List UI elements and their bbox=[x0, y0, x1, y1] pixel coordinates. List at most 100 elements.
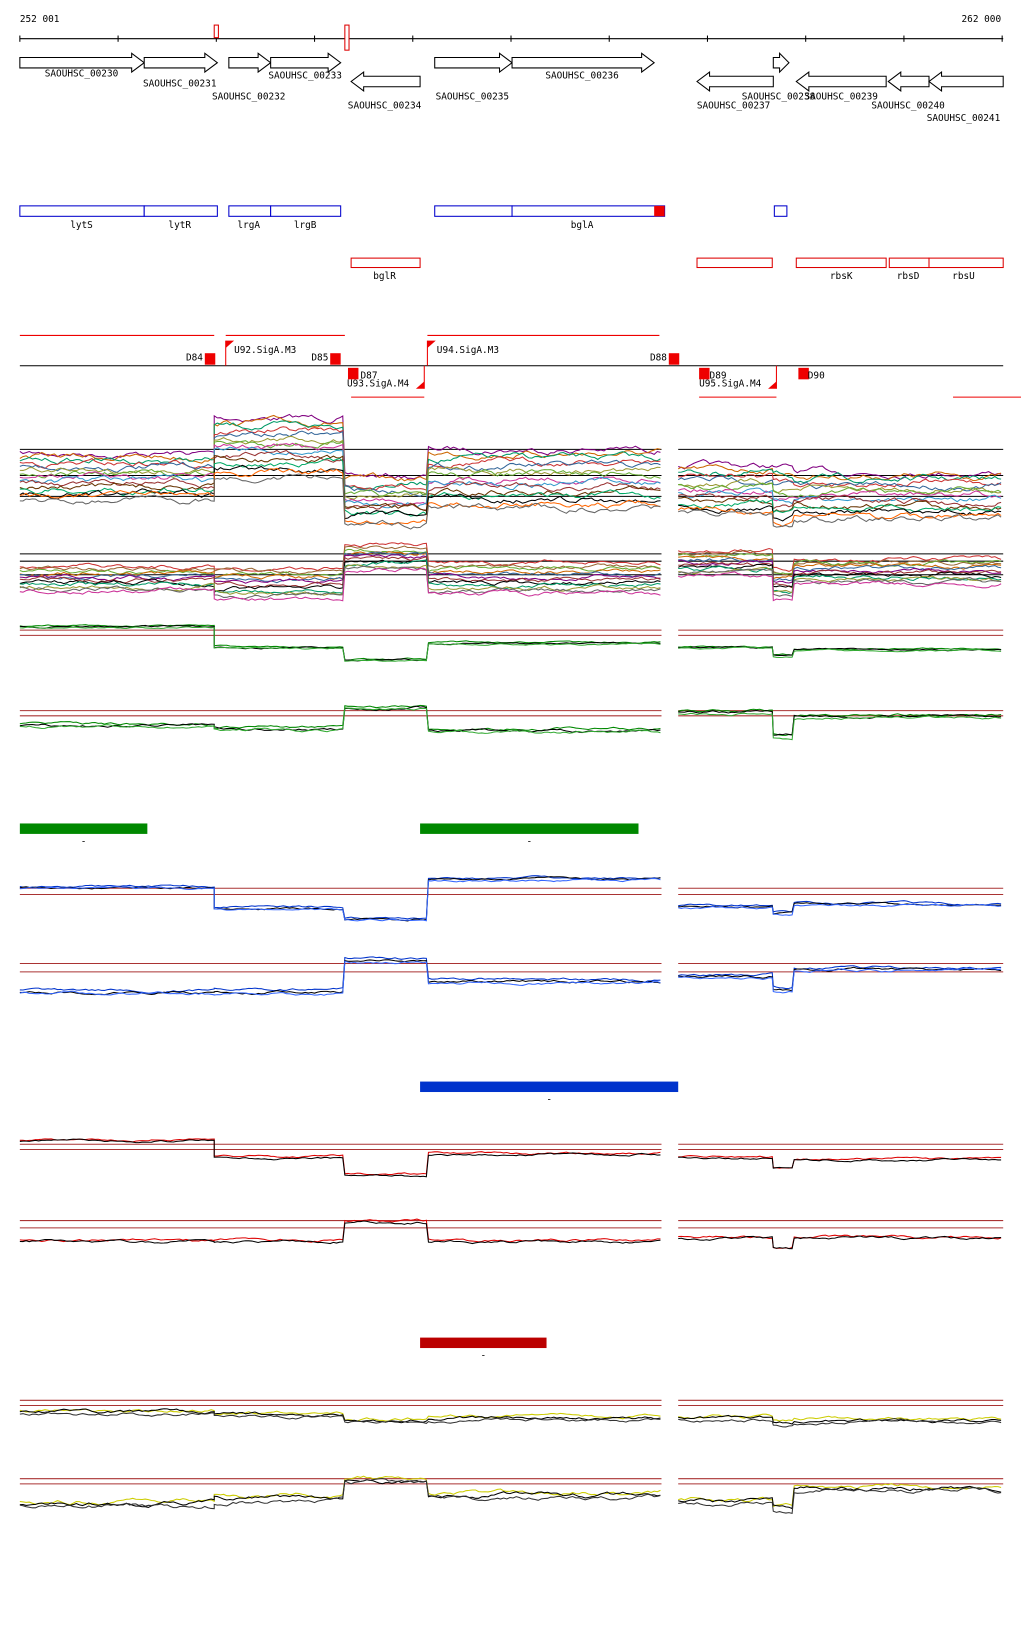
feature-box bbox=[928, 257, 1004, 269]
trace bbox=[678, 967, 1002, 994]
gene-arrow bbox=[143, 52, 219, 74]
trace bbox=[19, 559, 661, 594]
trace bbox=[19, 555, 661, 588]
gene-arrow bbox=[270, 52, 342, 74]
trace bbox=[19, 457, 661, 517]
trace bbox=[19, 1220, 661, 1245]
label: SAOUHSC_00236 bbox=[545, 70, 619, 81]
gene-arrow bbox=[511, 52, 656, 74]
trace bbox=[678, 1235, 1002, 1250]
label: rbsD bbox=[897, 271, 920, 282]
trace bbox=[19, 1475, 661, 1506]
label: 262 000 bbox=[962, 14, 1002, 25]
feature-end bbox=[654, 205, 665, 217]
trace bbox=[19, 1138, 661, 1178]
label: rbsU bbox=[952, 271, 975, 282]
trace bbox=[19, 956, 661, 994]
trace bbox=[677, 506, 1002, 528]
promoter bbox=[415, 381, 425, 389]
trace bbox=[19, 467, 661, 526]
label: lytR bbox=[168, 220, 191, 231]
terminator bbox=[204, 353, 216, 365]
feature-box bbox=[350, 257, 421, 269]
promoter bbox=[768, 381, 777, 389]
promoter bbox=[225, 340, 235, 348]
label: bglR bbox=[373, 271, 396, 282]
label: SAOUHSC_00239 bbox=[804, 91, 878, 102]
label: U92.SigA.M3 bbox=[234, 345, 296, 356]
trace bbox=[678, 487, 1002, 505]
gene-arrow bbox=[696, 71, 774, 92]
trace bbox=[19, 542, 661, 572]
trace bbox=[19, 624, 661, 662]
trace bbox=[678, 459, 1002, 480]
trace bbox=[19, 567, 661, 602]
trace bbox=[678, 1417, 1002, 1428]
condition-bar bbox=[420, 1337, 547, 1349]
trace bbox=[19, 959, 661, 996]
label: SAOUHSC_00230 bbox=[45, 68, 119, 79]
gene-arrow bbox=[795, 71, 887, 92]
trace bbox=[678, 1156, 1002, 1169]
label: lrgB bbox=[294, 220, 317, 231]
trace bbox=[19, 565, 661, 600]
label: SAOUHSC_00233 bbox=[268, 70, 342, 81]
label: D85 bbox=[311, 353, 328, 364]
trace bbox=[19, 876, 661, 922]
trace bbox=[678, 566, 1002, 594]
trace bbox=[19, 704, 661, 732]
trace bbox=[19, 707, 661, 734]
trace bbox=[678, 557, 1002, 582]
trace bbox=[19, 1477, 661, 1510]
terminator bbox=[798, 367, 809, 380]
trace bbox=[677, 464, 1002, 482]
trace bbox=[678, 547, 1002, 572]
label: SAOUHSC_00240 bbox=[871, 101, 945, 112]
trace bbox=[19, 449, 661, 511]
trace bbox=[678, 712, 1002, 741]
trace bbox=[19, 430, 661, 497]
trace bbox=[19, 877, 661, 922]
label: SAOUHSC_00234 bbox=[348, 101, 422, 112]
trace bbox=[19, 875, 661, 920]
gene-arrow bbox=[19, 52, 146, 74]
trace bbox=[678, 571, 1002, 602]
feature-box bbox=[434, 205, 513, 217]
feature-box bbox=[19, 205, 145, 217]
feature-box bbox=[696, 257, 773, 269]
condition-bar bbox=[19, 823, 148, 834]
trace bbox=[19, 559, 661, 593]
trace bbox=[19, 442, 661, 506]
label: SAOUHSC_00231 bbox=[143, 79, 217, 90]
feature-box bbox=[773, 205, 788, 217]
gene-arrow bbox=[772, 52, 790, 74]
trace bbox=[19, 413, 661, 480]
label: rbsK bbox=[830, 271, 853, 282]
trace bbox=[19, 553, 661, 584]
trace bbox=[19, 1411, 661, 1424]
label: D89 bbox=[710, 370, 727, 381]
trace bbox=[19, 446, 661, 509]
label: U94.SigA.M3 bbox=[437, 345, 499, 356]
label: - bbox=[526, 836, 532, 847]
feature-box bbox=[795, 257, 887, 269]
label: D87 bbox=[361, 370, 378, 381]
trace bbox=[678, 709, 1002, 736]
marker bbox=[344, 24, 350, 51]
gene-arrow bbox=[434, 52, 513, 74]
trace bbox=[678, 965, 1002, 990]
promoter bbox=[427, 340, 436, 348]
gene-arrow bbox=[350, 71, 421, 92]
trace bbox=[678, 509, 1002, 528]
label: SAOUHSC_00237 bbox=[697, 101, 771, 112]
trace bbox=[678, 555, 1002, 580]
label: - bbox=[546, 1094, 552, 1105]
label: SAOUHSC_00232 bbox=[212, 91, 286, 102]
trace bbox=[678, 708, 1002, 736]
trace bbox=[678, 966, 1002, 992]
trace bbox=[19, 426, 661, 491]
label: 252 001 bbox=[20, 14, 60, 25]
gene-arrow bbox=[887, 71, 930, 92]
trace bbox=[678, 552, 1002, 575]
